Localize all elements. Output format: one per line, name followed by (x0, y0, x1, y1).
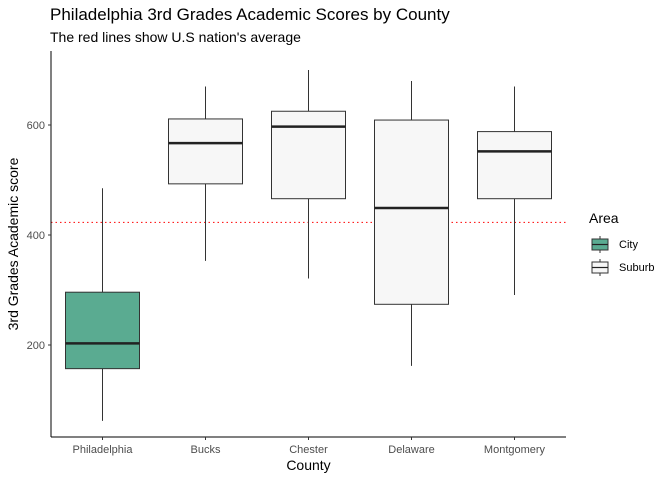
box-philadelphia (65, 188, 140, 421)
y-axis-title: 3rd Grades Academic score (5, 157, 21, 330)
chart-subtitle: The red lines show U.S nation's average (50, 29, 301, 45)
x-tick-label: Bucks (191, 444, 221, 456)
box-iqr (65, 291, 140, 370)
box-chester (271, 70, 346, 279)
x-tick-label: Chester (289, 444, 328, 456)
y-tick-label: 200 (27, 340, 45, 352)
box-iqr (271, 110, 346, 200)
legend-key-city (591, 236, 609, 253)
x-tick-label: Philadelphia (73, 444, 134, 456)
box-delaware (374, 81, 449, 366)
chart-title: Philadelphia 3rd Grades Academic Scores … (50, 5, 450, 24)
box-montgomery (477, 86, 552, 295)
box-iqr (168, 118, 243, 185)
x-axis-title: County (286, 457, 330, 473)
legend-key-suburb (591, 259, 609, 276)
legend: Area City Suburb (589, 210, 654, 276)
y-tick-label: 400 (27, 230, 45, 242)
box-iqr (374, 119, 449, 305)
legend-title: Area (589, 210, 619, 226)
x-tick-label: Montgomery (484, 444, 546, 456)
legend-label-suburb: Suburb (619, 262, 654, 274)
box-bucks (168, 86, 243, 261)
x-tick-label: Delaware (388, 444, 434, 456)
box-iqr (477, 131, 552, 200)
legend-label-city: City (619, 239, 638, 251)
y-tick-label: 600 (27, 120, 45, 132)
